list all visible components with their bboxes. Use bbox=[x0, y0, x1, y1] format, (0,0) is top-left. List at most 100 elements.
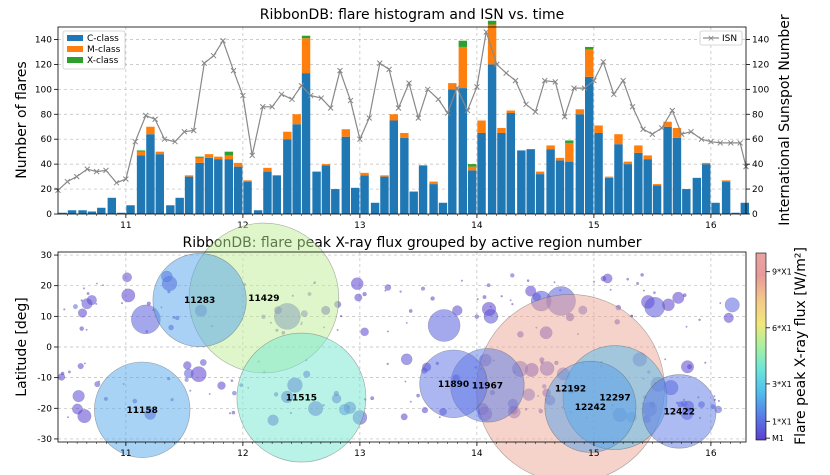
small-flare-dot bbox=[626, 277, 630, 281]
small-flare-dot bbox=[77, 409, 92, 424]
bar-c-class bbox=[535, 174, 545, 214]
bar-m-class bbox=[575, 109, 585, 115]
isn-marker bbox=[620, 77, 626, 84]
top-x-tick-label: 15 bbox=[588, 221, 599, 231]
small-flare-dot bbox=[500, 295, 503, 298]
isn-marker bbox=[658, 125, 665, 131]
top-y2-tick-label: 20 bbox=[752, 185, 764, 195]
bar-x-class bbox=[467, 164, 477, 167]
isn-marker bbox=[289, 96, 295, 103]
isn-marker bbox=[532, 108, 539, 115]
isn-marker bbox=[249, 152, 256, 159]
bar-m-class bbox=[389, 114, 399, 121]
ar-bubble-11890 bbox=[419, 349, 488, 418]
bar-m-class bbox=[243, 180, 252, 182]
isn-marker bbox=[357, 136, 363, 143]
top-legend-isn: × ISN bbox=[699, 30, 743, 46]
bar-m-class bbox=[672, 127, 682, 138]
small-flare-dot bbox=[476, 298, 479, 301]
bar-c-class bbox=[429, 184, 438, 214]
top-y2-tick-label: 80 bbox=[752, 110, 764, 120]
bar-c-class bbox=[458, 88, 468, 214]
small-flare-dot bbox=[77, 308, 88, 318]
small-flare-dot bbox=[101, 284, 104, 287]
small-flare-dot bbox=[231, 390, 237, 396]
small-flare-dot bbox=[95, 282, 98, 285]
bar-m-class bbox=[477, 120, 486, 133]
small-flare-dot bbox=[120, 302, 124, 305]
bar-m-class bbox=[224, 155, 234, 160]
small-flare-dot bbox=[593, 280, 596, 283]
isn-marker bbox=[327, 105, 334, 111]
small-flare-dot bbox=[664, 358, 667, 361]
small-flare-dot bbox=[386, 362, 389, 366]
bar-m-class bbox=[263, 167, 272, 172]
bar-c-class bbox=[87, 211, 97, 214]
isn-marker bbox=[483, 29, 490, 35]
small-flare-dot bbox=[184, 377, 189, 382]
top-x-tick-label: 11 bbox=[120, 221, 131, 231]
bar-m-class bbox=[429, 181, 438, 185]
legend-label-isn: ISN bbox=[722, 34, 737, 44]
bottom-x-tick-label: 11 bbox=[120, 449, 131, 459]
small-flare-dot bbox=[384, 284, 392, 291]
bar-c-class bbox=[614, 144, 623, 214]
svg-text:×: × bbox=[707, 34, 715, 44]
small-flare-dot bbox=[482, 295, 487, 300]
small-flare-dot bbox=[79, 326, 84, 331]
bar-c-class bbox=[292, 124, 301, 214]
small-flare-dot bbox=[510, 273, 515, 278]
isn-marker bbox=[395, 105, 402, 111]
small-flare-dot bbox=[719, 302, 722, 305]
colorbar-label: Flare peak X-ray flux [W/m²] bbox=[793, 247, 809, 445]
isn-marker bbox=[190, 127, 197, 134]
isn-marker bbox=[424, 86, 431, 93]
medium-flare-dot bbox=[644, 296, 665, 318]
bar-c-class bbox=[107, 197, 117, 214]
bar-c-class bbox=[418, 165, 428, 214]
bar-c-class bbox=[672, 137, 682, 214]
small-flare-dot bbox=[95, 302, 98, 305]
bar-c-class bbox=[477, 132, 486, 214]
isn-marker bbox=[708, 138, 714, 145]
bottom-ar-bubbles bbox=[94, 222, 717, 475]
isn-marker bbox=[512, 77, 519, 84]
bar-m-class bbox=[652, 184, 662, 186]
top-y-tick-label: 80 bbox=[41, 110, 53, 120]
bar-c-class bbox=[467, 170, 477, 214]
bar-c-class bbox=[663, 126, 672, 214]
small-flare-dot bbox=[698, 318, 701, 322]
bar-c-class bbox=[195, 162, 204, 214]
medium-flare-dot bbox=[400, 353, 413, 366]
isn-marker bbox=[678, 131, 685, 138]
isn-marker bbox=[669, 107, 676, 114]
colorbar bbox=[755, 252, 767, 441]
isn-marker bbox=[474, 83, 480, 90]
isn-marker bbox=[571, 85, 577, 91]
top-y-tick-label: 60 bbox=[41, 135, 53, 145]
bar-c-class bbox=[341, 136, 351, 214]
bar-m-class bbox=[360, 172, 369, 176]
isn-marker bbox=[737, 140, 744, 146]
small-flare-dot bbox=[77, 363, 84, 370]
top-bars bbox=[58, 20, 750, 215]
small-flare-dot bbox=[717, 399, 720, 402]
isn-marker bbox=[640, 126, 646, 133]
bar-m-class bbox=[594, 125, 603, 133]
bar-c-class bbox=[389, 120, 399, 214]
isn-marker bbox=[337, 67, 343, 74]
bar-c-class bbox=[448, 89, 457, 214]
bar-c-class bbox=[214, 159, 223, 214]
ar-label-11158: 11158 bbox=[127, 406, 158, 416]
small-flare-dot bbox=[231, 410, 236, 415]
bar-c-class bbox=[682, 189, 691, 214]
top-y-tick-label: 100 bbox=[35, 85, 52, 95]
bar-c-class bbox=[546, 149, 555, 214]
isn-marker bbox=[610, 91, 617, 98]
bar-c-class bbox=[497, 132, 506, 214]
bar-c-class bbox=[652, 185, 662, 214]
isn-marker bbox=[629, 103, 636, 110]
bar-m-class bbox=[380, 175, 389, 177]
small-flare-dot bbox=[121, 288, 136, 303]
